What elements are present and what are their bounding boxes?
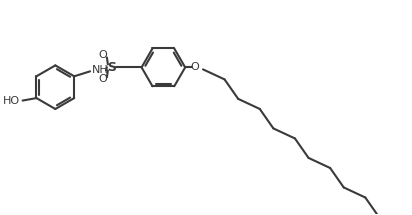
Text: NH: NH — [92, 65, 109, 75]
Text: S: S — [108, 61, 116, 74]
Text: O: O — [98, 51, 107, 60]
Text: HO: HO — [2, 96, 20, 106]
Text: O: O — [98, 74, 107, 84]
Text: O: O — [191, 62, 199, 72]
